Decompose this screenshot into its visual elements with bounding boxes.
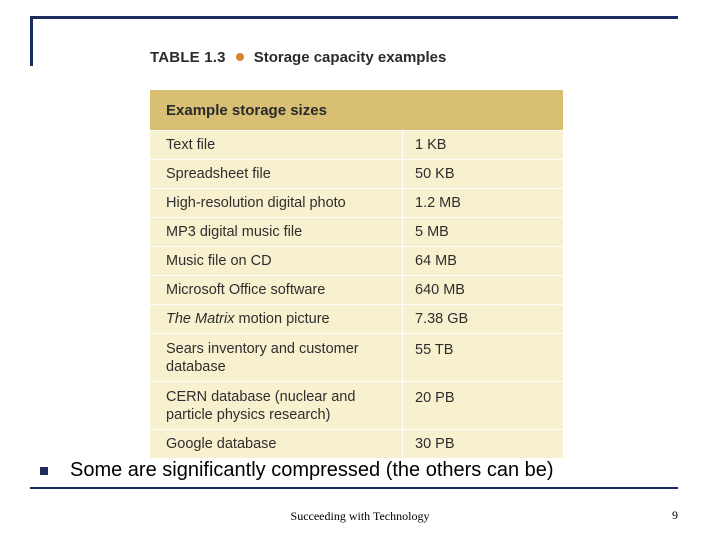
row-item: Microsoft Office software xyxy=(150,276,403,304)
row-item: Sears inventory and customer database xyxy=(150,334,403,381)
row-item: CERN database (nuclear and particle phys… xyxy=(150,382,403,429)
table-row: Sears inventory and customer database 55… xyxy=(150,334,563,382)
row-item-rest: motion picture xyxy=(234,311,330,327)
row-size: 1.2 MB xyxy=(415,195,461,211)
row-size: 1 KB xyxy=(415,137,447,153)
row-item: High-resolution digital photo xyxy=(150,189,403,217)
square-bullet-icon xyxy=(40,467,48,475)
table-row: Text file 1 KB xyxy=(150,131,563,160)
table-header: Example storage sizes xyxy=(150,90,563,131)
row-size: 5 MB xyxy=(415,224,449,240)
row-size: 640 MB xyxy=(415,282,465,298)
page-number: 9 xyxy=(672,508,678,522)
caption-bullet-icon xyxy=(235,53,244,61)
row-item: Spreadsheet file xyxy=(150,160,403,188)
row-item: The Matrix motion picture xyxy=(150,305,403,333)
row-size: 64 MB xyxy=(415,253,457,269)
slide-bottom-rule xyxy=(30,487,678,489)
footer-title: Succeeding with Technology xyxy=(290,509,430,523)
table-row: Google database 30 PB xyxy=(150,430,563,458)
table-caption-title: Storage capacity examples xyxy=(253,48,447,66)
table-caption: TABLE 1.3 Storage capacity examples xyxy=(150,47,446,67)
row-item: Music file on CD xyxy=(150,247,403,275)
row-item: Text file xyxy=(150,131,403,159)
storage-table: Example storage sizes Text file 1 KB Spr… xyxy=(150,90,563,458)
table-row: Music file on CD 64 MB xyxy=(150,247,563,276)
table-caption-number: TABLE 1.3 xyxy=(150,48,226,66)
table-row: MP3 digital music file 5 MB xyxy=(150,218,563,247)
row-size: 55 TB xyxy=(415,342,454,358)
bullet-text: Some are significantly compressed (the o… xyxy=(70,459,554,481)
row-size: 50 KB xyxy=(415,166,455,182)
row-item: MP3 digital music file xyxy=(150,218,403,246)
row-size: 20 PB xyxy=(415,390,455,406)
table-row: Microsoft Office software 640 MB xyxy=(150,276,563,305)
row-item: Google database xyxy=(150,430,403,458)
table-row: Spreadsheet file 50 KB xyxy=(150,160,563,189)
row-size: 30 PB xyxy=(415,436,455,452)
table-row: High-resolution digital photo 1.2 MB xyxy=(150,189,563,218)
table-row: CERN database (nuclear and particle phys… xyxy=(150,382,563,430)
row-item-italic-title: The Matrix xyxy=(166,311,235,327)
slide-frame-top-line xyxy=(30,16,678,19)
slide-frame-left-line xyxy=(30,16,33,66)
table-row: The Matrix motion picture 7.38 GB xyxy=(150,305,563,334)
row-size: 7.38 GB xyxy=(415,311,469,327)
